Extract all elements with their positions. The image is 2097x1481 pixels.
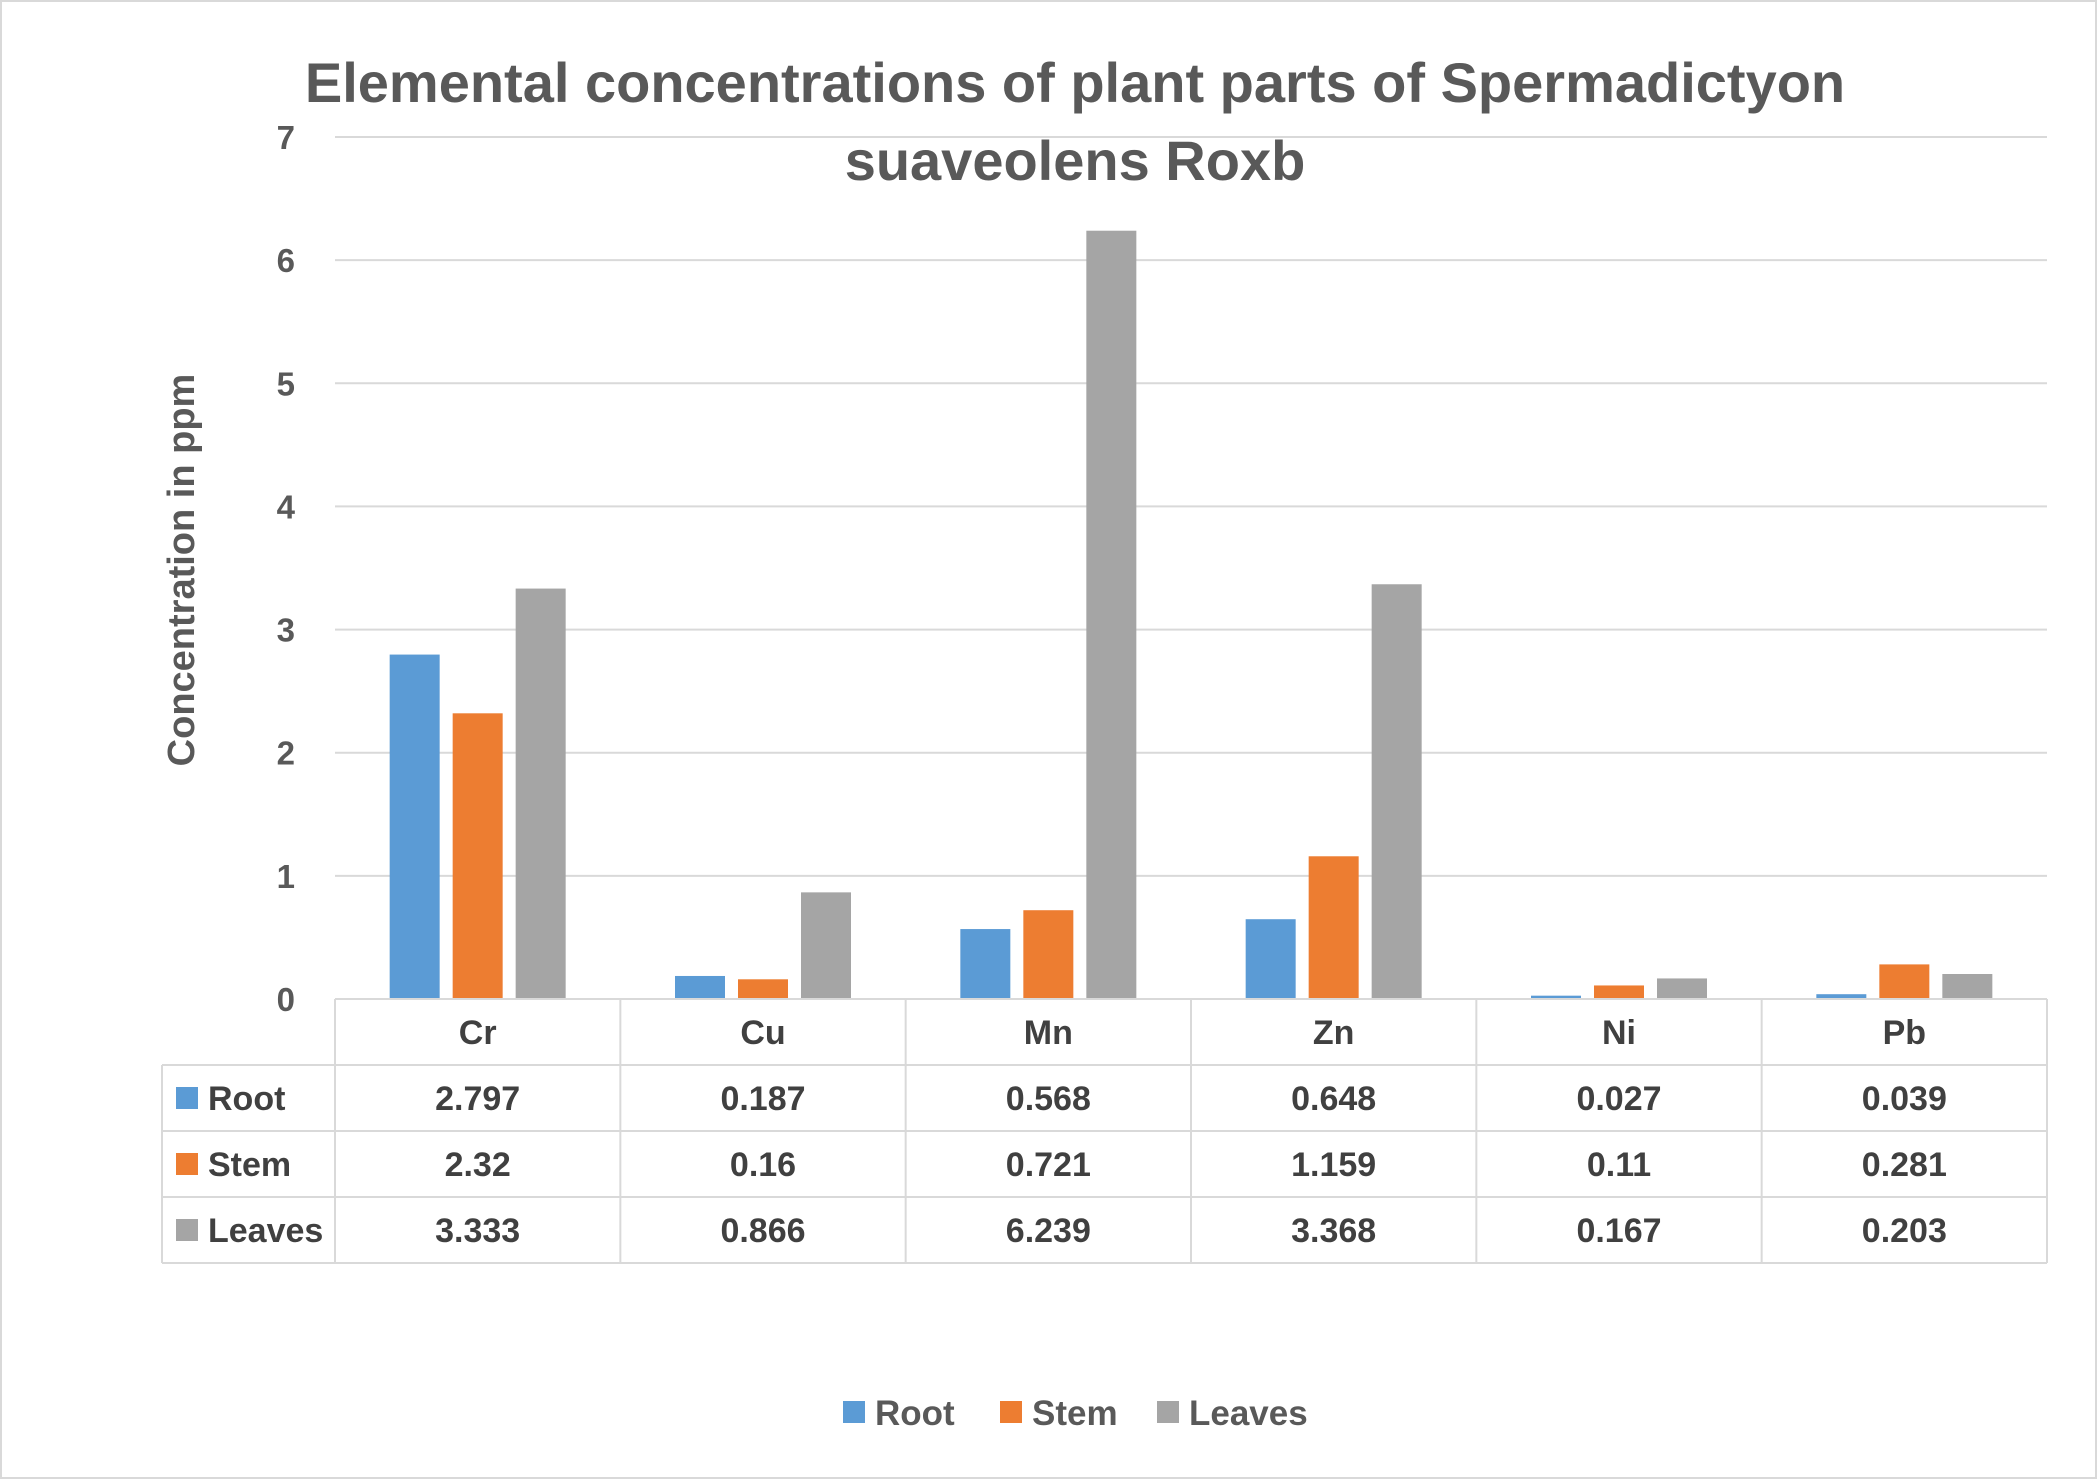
y-tick-label: 0 (277, 981, 295, 1018)
legend: Root Stem Leaves (843, 1394, 1308, 1433)
data-label: 3.368 (1291, 1212, 1376, 1250)
bar-stem-ni (1594, 985, 1644, 999)
data-label: 0.167 (1576, 1212, 1661, 1250)
data-label: 0.187 (720, 1080, 805, 1118)
table-series-name: Leaves (208, 1212, 323, 1250)
data-label: 2.32 (445, 1146, 511, 1184)
data-label: 0.027 (1576, 1080, 1661, 1118)
y-tick-label: 2 (277, 735, 295, 772)
x-tick-label: Ni (1602, 1014, 1636, 1052)
bar-leaves-cu (801, 892, 851, 999)
data-label: 0.866 (720, 1212, 805, 1250)
bar-root-cr (389, 654, 440, 999)
data-label: 2.797 (435, 1080, 520, 1118)
bar-stem-cu (738, 979, 788, 999)
table-legend-key-root (176, 1087, 198, 1109)
bar-root-pb (1816, 994, 1867, 999)
data-label: 6.239 (1006, 1212, 1091, 1250)
chart-title-line-1: Elemental concentrations of plant parts … (305, 51, 1845, 114)
data-label: 1.159 (1291, 1146, 1376, 1184)
bar-root-mn (960, 929, 1011, 999)
bar-leaves-cr (515, 588, 566, 999)
y-tick-label: 7 (277, 119, 295, 156)
table-series-name: Stem (208, 1146, 291, 1184)
y-tick-label: 6 (277, 242, 295, 279)
x-tick-label: Mn (1024, 1014, 1073, 1052)
data-table: Cr Cu Mn Zn Ni Pb Root 2.797 0.187 0.568 0.648 0.02… (161, 998, 2048, 1264)
data-label: 0.721 (1006, 1146, 1091, 1184)
chart-title-line-2: suaveolens Roxb (845, 129, 1306, 192)
data-label: 0.039 (1862, 1080, 1947, 1118)
data-label: 0.568 (1006, 1080, 1091, 1118)
y-tick-label: 4 (277, 488, 296, 525)
bars (389, 230, 1993, 999)
y-tick-label: 3 (277, 612, 295, 649)
x-tick-label: Cr (459, 1014, 497, 1052)
bar-stem-zn (1308, 856, 1359, 999)
bar-stem-pb (1879, 964, 1930, 999)
bar-root-ni (1531, 995, 1581, 999)
x-tick-label: Pb (1883, 1014, 1926, 1052)
y-tick-label: 1 (277, 858, 295, 895)
y-tick-label: 5 (277, 365, 295, 402)
bar-root-zn (1245, 919, 1296, 999)
data-label: 0.16 (730, 1146, 796, 1184)
chart-text: Elemental concentrations of plant parts … (161, 51, 1845, 766)
x-tick-label: Zn (1313, 1014, 1355, 1052)
legend-key-leaves (1157, 1401, 1179, 1423)
legend-label: Leaves (1189, 1394, 1308, 1433)
table-legend-key-leaves (176, 1219, 198, 1241)
table-legend-key-stem (176, 1153, 198, 1175)
legend-label: Root (875, 1394, 955, 1433)
data-label: 0.648 (1291, 1080, 1376, 1118)
bar-stem-mn (1023, 910, 1074, 999)
bar-leaves-mn (1086, 230, 1137, 999)
legend-label: Stem (1032, 1394, 1118, 1433)
legend-key-stem (1000, 1401, 1022, 1423)
bar-root-cu (675, 975, 725, 999)
data-label: 3.333 (435, 1212, 520, 1250)
legend-key-root (843, 1401, 865, 1423)
data-label: 0.11 (1587, 1146, 1651, 1184)
bar-leaves-ni (1657, 978, 1707, 999)
bar-leaves-zn (1371, 584, 1422, 999)
x-tick-label: Cu (740, 1014, 785, 1052)
data-label: 0.203 (1862, 1212, 1947, 1250)
table-series-name: Root (208, 1080, 285, 1118)
bar-stem-cr (452, 713, 503, 999)
data-label: 0.281 (1862, 1146, 1947, 1184)
bar-leaves-pb (1942, 974, 1993, 999)
gridlines: 0 1 2 3 4 5 6 7 (277, 119, 2047, 1018)
y-axis-title: Concentration in ppm (161, 374, 203, 767)
